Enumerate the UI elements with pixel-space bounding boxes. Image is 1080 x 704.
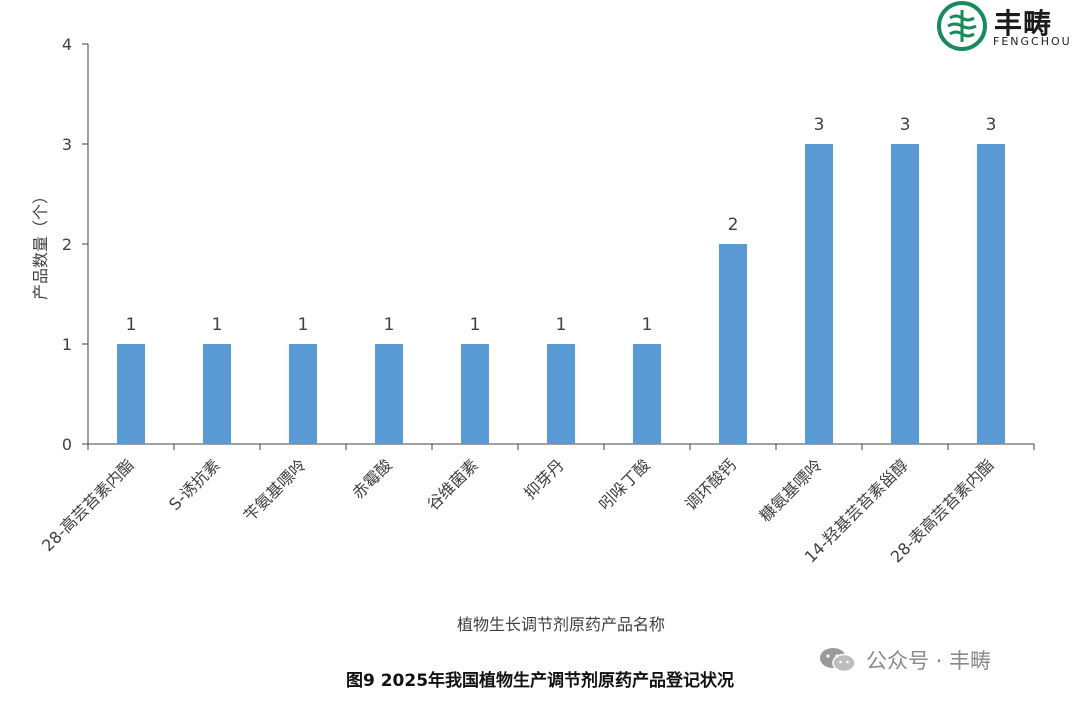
bar	[719, 244, 747, 444]
data-label: 2	[728, 215, 739, 235]
bar	[547, 344, 575, 444]
data-label: 1	[126, 315, 137, 335]
data-label: 1	[642, 315, 653, 335]
data-label: 1	[556, 315, 567, 335]
y-tick-label: 3	[62, 135, 72, 154]
category-label: 抑芽丹	[520, 455, 567, 502]
figure-caption: 图9 2025年我国植物生产调节剂原药产品登记状况	[345, 671, 735, 691]
logo-emblem-icon	[937, 1, 987, 51]
logo-title: 丰畴	[994, 7, 1053, 40]
data-label: 1	[470, 315, 481, 335]
bar	[203, 344, 231, 444]
bar	[117, 344, 145, 444]
category-label: 糠氨基嘌呤	[756, 455, 826, 525]
category-label: 赤霉酸	[348, 455, 395, 502]
y-tick-label: 0	[62, 435, 72, 454]
bar	[977, 144, 1005, 444]
y-axis-title: 产品数量（个）	[31, 188, 50, 300]
category-label: 吲哚丁酸	[595, 455, 654, 514]
bar	[461, 344, 489, 444]
data-label: 1	[212, 315, 223, 335]
category-label: 调环酸钙	[681, 455, 740, 514]
category-label: 28-高芸苔素内酯	[38, 455, 138, 555]
y-tick-label: 2	[62, 235, 72, 254]
data-label: 1	[384, 315, 395, 335]
watermark: 公众号 · 丰畴	[818, 644, 991, 676]
category-label: 苄氨基嘌呤	[240, 455, 310, 525]
bar	[805, 144, 833, 444]
wechat-icon	[820, 648, 856, 673]
data-label: 3	[986, 115, 997, 135]
data-label: 3	[814, 115, 825, 135]
x-axis-title: 植物生长调节剂原药产品名称	[457, 615, 665, 634]
category-label: 谷维菌素	[423, 455, 482, 514]
bar	[289, 344, 317, 444]
y-tick-label: 4	[62, 35, 72, 54]
watermark-text: 公众号 · 丰畴	[866, 649, 992, 673]
fengchou-logo	[936, 0, 1080, 52]
data-label: 3	[900, 115, 911, 135]
y-tick-label: 1	[62, 335, 72, 354]
logo-subtitle: FENGCHOU	[993, 35, 1072, 48]
bar	[891, 144, 919, 444]
bar	[375, 344, 403, 444]
bar	[633, 344, 661, 444]
data-label: 1	[298, 315, 309, 335]
category-label: S-诱抗素	[165, 455, 224, 514]
